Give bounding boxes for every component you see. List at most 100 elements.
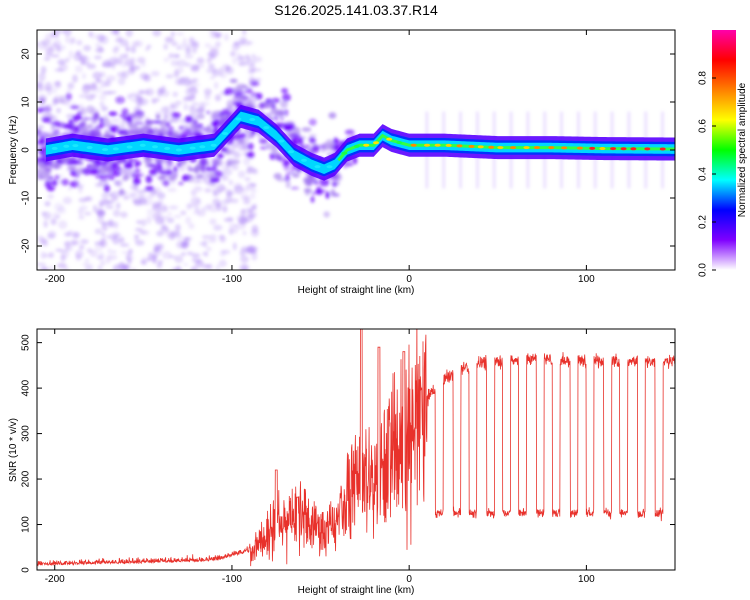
ridge-peak [175,148,182,152]
snr-panel: -200 -100 0 100 0 100 200 300 400 500 Height of … [8,328,676,596]
noise-blob [147,194,155,199]
signal-blob [118,189,125,195]
ridge-peak [235,117,242,121]
noise-blob [136,220,142,225]
noise-blob [120,211,128,218]
noise-blob [226,192,235,196]
signal-blob [214,170,223,178]
signal-blob [37,168,43,176]
noise-blob [115,38,123,43]
ridge-peak [396,141,403,145]
noise-blob [133,199,143,207]
noise-blob [94,241,104,246]
noise-blob [67,82,75,90]
signal-blob [121,108,129,116]
noise-blob [170,59,179,67]
colorbar-bar [712,30,736,270]
noise-blob [161,224,167,231]
noise-blob [227,216,234,222]
noise-blob [140,230,150,236]
signal-blob [267,112,273,116]
signal-blob [83,117,90,121]
colorbar-tick-label: 0.8 [698,71,709,85]
noise-blob [43,253,53,258]
noise-blob [192,101,198,107]
signal-blob [98,121,106,129]
ridge-peak [445,143,452,147]
noise-blob [190,67,200,71]
noise-blob [163,43,169,51]
signal-blob [109,176,115,181]
signal-blob [99,117,104,123]
signal-blob [218,115,229,120]
noise-blob [71,240,80,246]
ridge-peak [410,143,417,147]
spectrogram-x-label: Height of straight line (km) [298,285,415,296]
signal-blob [206,110,211,115]
signal-blob [302,144,313,148]
noise-blob [40,66,47,75]
noise-blob [232,242,237,251]
noise-blob [196,179,203,184]
noise-blob [136,56,146,64]
noise-blob [191,42,198,47]
ridge-peak [164,146,171,150]
ridge-peak [63,144,70,148]
noise-blob [92,204,98,213]
signal-blob [144,185,155,191]
ridge-peak [152,145,159,149]
noise-blob [212,68,219,77]
noise-blob [152,30,162,37]
noise-blob [89,263,94,270]
noise-blob [110,118,121,124]
ridge-peak [497,146,504,150]
ridge-peak [102,148,109,152]
signal-blob [134,121,145,126]
signal-blob [127,159,134,164]
noise-blob [180,76,190,81]
noise-blob [55,68,64,72]
noise-blob [242,142,250,152]
signal-blob [199,156,208,165]
signal-blob [323,211,330,218]
signal-blob [281,93,291,102]
ridge-peak [561,146,568,150]
noise-blob [56,107,62,114]
noise-blob [191,253,201,259]
noise-blob [156,262,163,269]
signal-blob [42,107,53,112]
noise-blob [215,32,222,39]
signal-blob [37,107,44,113]
noise-blob [112,58,123,65]
noise-blob [81,72,87,80]
signal-blob [239,94,246,100]
signal-blob [124,162,132,167]
noise-blob [130,45,137,54]
noise-blob [223,168,233,176]
signal-blob [136,112,144,120]
noise-blob [255,78,262,82]
noise-blob [116,262,126,269]
noise-blob [175,78,183,86]
signal-blob [273,115,279,121]
noise-blob [176,32,185,36]
noise-blob [166,217,175,224]
signal-blob [178,126,184,130]
signal-blob [275,110,285,117]
noise-blob [131,41,140,47]
signal-blob [333,139,342,144]
noise-blob [108,254,118,260]
noise-blob [100,260,106,266]
noise-blob [189,107,199,114]
ridge-peak [576,146,583,150]
signal-blob [271,97,281,104]
noise-blob [94,228,102,235]
signal-blob [145,175,153,184]
signal-blob [285,131,294,139]
noise-blob [160,205,169,213]
signal-blob [224,111,231,116]
x-tick-label: -100 [222,274,242,285]
noise-blob [103,59,111,69]
signal-blob [133,177,141,185]
signal-blob [37,128,42,135]
